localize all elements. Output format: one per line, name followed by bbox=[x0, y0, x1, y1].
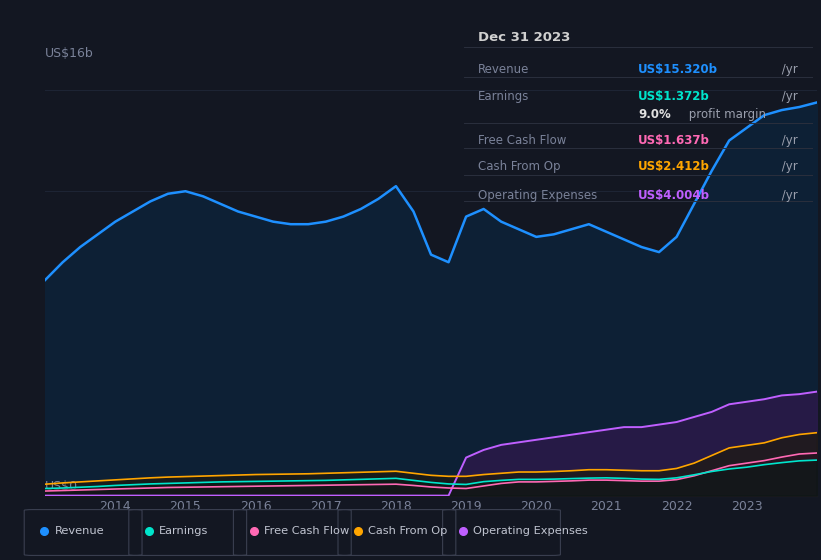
Text: US$15.320b: US$15.320b bbox=[639, 63, 718, 76]
Text: Revenue: Revenue bbox=[478, 63, 530, 76]
Text: US$16b: US$16b bbox=[45, 47, 94, 60]
Text: Earnings: Earnings bbox=[478, 90, 530, 103]
Text: US$4.004b: US$4.004b bbox=[639, 189, 710, 202]
Text: /yr: /yr bbox=[778, 134, 798, 147]
Text: Dec 31 2023: Dec 31 2023 bbox=[478, 31, 571, 44]
Text: Cash From Op: Cash From Op bbox=[478, 161, 560, 174]
Text: /yr: /yr bbox=[778, 189, 798, 202]
Text: US$0: US$0 bbox=[45, 480, 78, 493]
Text: 9.0%: 9.0% bbox=[639, 108, 671, 121]
Text: Operating Expenses: Operating Expenses bbox=[473, 526, 588, 536]
Text: Cash From Op: Cash From Op bbox=[369, 526, 447, 536]
Text: Free Cash Flow: Free Cash Flow bbox=[478, 134, 566, 147]
Text: Operating Expenses: Operating Expenses bbox=[478, 189, 597, 202]
Text: US$1.372b: US$1.372b bbox=[639, 90, 710, 103]
Text: profit margin: profit margin bbox=[686, 108, 767, 121]
Text: Earnings: Earnings bbox=[159, 526, 209, 536]
Text: /yr: /yr bbox=[778, 90, 798, 103]
Text: /yr: /yr bbox=[778, 63, 798, 76]
Text: Revenue: Revenue bbox=[55, 526, 104, 536]
Text: /yr: /yr bbox=[778, 161, 798, 174]
Text: US$2.412b: US$2.412b bbox=[639, 161, 710, 174]
Text: US$1.637b: US$1.637b bbox=[639, 134, 710, 147]
Text: Free Cash Flow: Free Cash Flow bbox=[264, 526, 349, 536]
